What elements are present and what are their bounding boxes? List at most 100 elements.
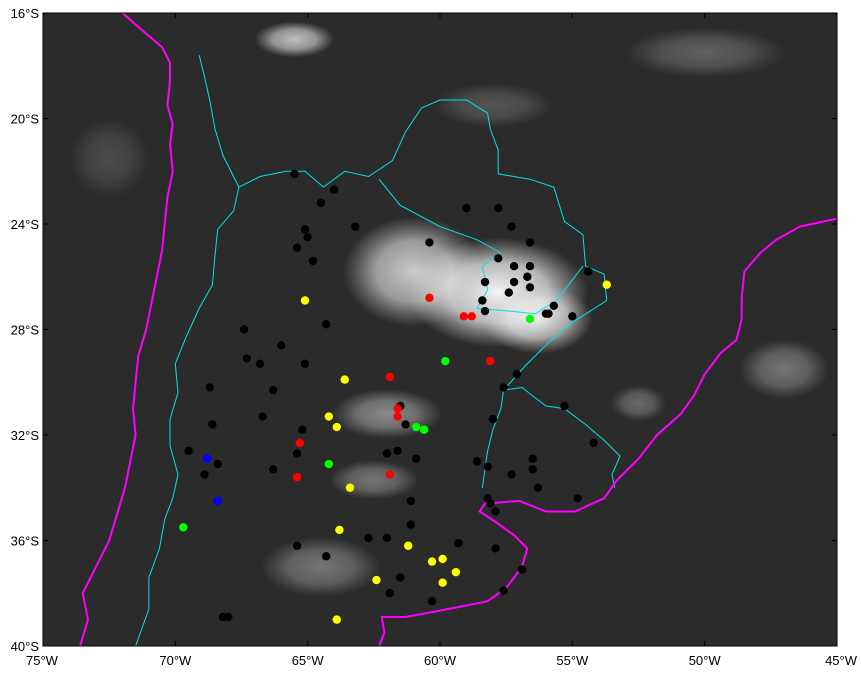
station-marker-red (425, 293, 434, 303)
station-marker-red (393, 404, 402, 413)
cloud-5 (328, 459, 419, 500)
station-marker-black (589, 438, 598, 448)
station-marker-black (208, 420, 217, 429)
station-marker-yellow (451, 567, 461, 577)
station-marker-black (239, 325, 249, 334)
station-marker-black (523, 272, 532, 281)
coastlines (79, 13, 837, 646)
station-marker-black (382, 533, 392, 543)
lat-tick-label: 16°S (11, 6, 40, 21)
station-marker-black (298, 425, 307, 434)
station-marker-blue (213, 496, 222, 506)
station-marker-black (533, 483, 543, 492)
cloud-6 (260, 536, 381, 597)
station-marker-black (425, 238, 434, 247)
station-marker-green (525, 314, 535, 324)
station-marker-black (528, 454, 537, 463)
lat-tick-label: 40°S (11, 639, 40, 654)
station-marker-red (292, 473, 302, 482)
station-marker-green (419, 425, 429, 434)
cloud-11 (69, 118, 150, 199)
axis-ticks (42, 12, 838, 647)
station-marker-black (472, 457, 482, 466)
station-marker-black (351, 222, 360, 231)
lat-tick-label: 32°S (11, 428, 40, 443)
station-marker-black (242, 354, 251, 363)
lat-tick-label: 28°S (11, 323, 40, 338)
cloud-3 (254, 21, 335, 58)
station-marker-black (544, 309, 553, 318)
station-marker-black (478, 296, 487, 305)
station-marker-black (321, 320, 331, 329)
station-marker-black (491, 544, 500, 553)
station-marker-yellow (340, 375, 349, 384)
station-marker-black (224, 612, 233, 622)
cloud-1 (343, 216, 484, 327)
station-marker-black (480, 277, 490, 287)
border-line-3 (503, 386, 621, 488)
coastline-west (79, 13, 174, 646)
station-marker-yellow (332, 422, 341, 432)
station-marker-green (441, 356, 450, 366)
cloud-7 (739, 339, 830, 400)
station-marker-black (300, 225, 310, 234)
lat-tick-label: 24°S (11, 217, 40, 232)
station-marker-black (382, 449, 392, 458)
station-marker-black (205, 383, 214, 392)
station-marker-black (488, 414, 498, 424)
station-marker-yellow (324, 412, 334, 421)
station-marker-yellow (438, 554, 447, 564)
border-line-0 (135, 55, 240, 646)
station-marker-black (504, 288, 514, 297)
station-marker-black (184, 446, 193, 456)
lon-tick-label: 45°W (825, 653, 858, 668)
station-markers (179, 169, 611, 624)
station-marker-yellow (332, 615, 341, 624)
station-marker-black (411, 454, 421, 463)
station-marker-black (525, 262, 535, 271)
station-marker-red (385, 470, 394, 479)
station-marker-blue (202, 454, 212, 463)
station-marker-black (427, 596, 437, 606)
station-marker-black (321, 552, 331, 561)
station-marker-black (462, 203, 471, 213)
station-marker-yellow (427, 557, 437, 566)
station-marker-black (329, 185, 339, 194)
station-marker-black (213, 459, 222, 469)
station-marker-black (255, 359, 265, 368)
station-marker-black (406, 496, 416, 506)
station-marker-black (494, 203, 503, 213)
station-marker-black (258, 412, 267, 421)
station-marker-red (486, 356, 495, 366)
station-marker-black (364, 533, 373, 543)
station-marker-red (385, 372, 394, 382)
station-marker-black (483, 462, 492, 471)
station-marker-yellow (335, 525, 344, 535)
cloud-9 (624, 27, 785, 78)
cloud-10 (432, 83, 553, 128)
station-marker-green (324, 459, 334, 469)
station-marker-black (525, 238, 535, 247)
station-marker-black (385, 589, 394, 598)
station-marker-black (499, 383, 508, 392)
station-marker-black (393, 446, 402, 456)
station-marker-black (499, 586, 508, 595)
lon-tick-label: 75°W (26, 653, 59, 668)
station-marker-black (509, 262, 519, 271)
station-marker-black (507, 222, 516, 231)
station-marker-black (517, 565, 527, 574)
station-marker-red (467, 312, 476, 321)
station-marker-black (491, 507, 500, 516)
station-marker-black (486, 499, 495, 508)
station-marker-black (269, 465, 278, 474)
station-marker-yellow (345, 483, 355, 492)
station-marker-black (303, 232, 312, 242)
lon-tick-label: 60°W (424, 653, 457, 668)
lon-tick-label: 65°W (292, 653, 325, 668)
station-marker-black (494, 254, 503, 263)
lat-tick-label: 20°S (11, 112, 40, 127)
station-marker-red (393, 412, 402, 421)
station-marker-black (549, 301, 559, 310)
station-marker-black (480, 306, 490, 316)
station-marker-black (406, 520, 416, 529)
